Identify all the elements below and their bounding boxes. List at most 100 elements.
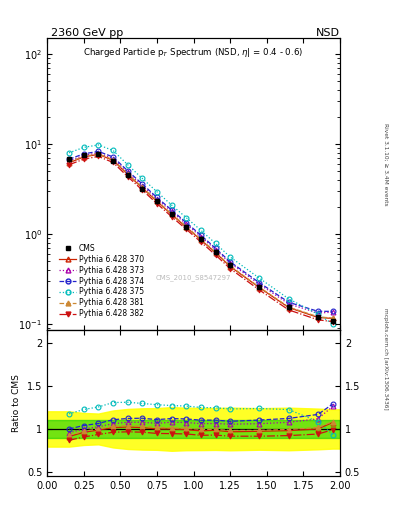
Pythia 6.428 375: [154, 189, 159, 195]
Pythia 6.428 382: [286, 307, 291, 313]
Pythia 6.428 373: [169, 208, 174, 215]
Line: Pythia 6.428 370: Pythia 6.428 370: [67, 152, 335, 321]
Pythia 6.428 374: [198, 232, 203, 238]
Pythia 6.428 382: [316, 317, 320, 323]
Pythia 6.428 370: [169, 211, 174, 218]
Pythia 6.428 370: [198, 237, 203, 243]
Pythia 6.428 370: [154, 199, 159, 205]
Y-axis label: Ratio to CMS: Ratio to CMS: [12, 374, 21, 432]
Pythia 6.428 382: [198, 239, 203, 245]
Pythia 6.428 381: [330, 315, 335, 321]
Pythia 6.428 375: [67, 150, 72, 156]
Pythia 6.428 370: [96, 151, 101, 157]
Pythia 6.428 381: [184, 224, 189, 230]
Pythia 6.428 375: [125, 162, 130, 168]
Pythia 6.428 382: [140, 187, 145, 193]
Pythia 6.428 373: [330, 309, 335, 315]
Pythia 6.428 370: [286, 305, 291, 311]
Pythia 6.428 370: [228, 264, 233, 270]
Pythia 6.428 374: [286, 299, 291, 305]
Pythia 6.428 375: [257, 275, 262, 281]
Pythia 6.428 374: [67, 156, 72, 162]
Text: NSD: NSD: [316, 28, 340, 38]
Pythia 6.428 381: [286, 304, 291, 310]
Pythia 6.428 382: [96, 153, 101, 159]
Legend: CMS, Pythia 6.428 370, Pythia 6.428 373, Pythia 6.428 374, Pythia 6.428 375, Pyt: CMS, Pythia 6.428 370, Pythia 6.428 373,…: [56, 241, 147, 322]
Pythia 6.428 370: [330, 315, 335, 322]
Pythia 6.428 370: [257, 285, 262, 291]
Pythia 6.428 374: [154, 195, 159, 201]
Pythia 6.428 381: [154, 198, 159, 204]
Pythia 6.428 374: [111, 154, 116, 160]
Pythia 6.428 370: [111, 157, 116, 163]
Pythia 6.428 375: [111, 147, 116, 154]
Text: Rivet 3.1.10; ≥ 3.4M events: Rivet 3.1.10; ≥ 3.4M events: [384, 122, 388, 205]
Line: Pythia 6.428 373: Pythia 6.428 373: [67, 151, 335, 315]
Pythia 6.428 375: [213, 241, 218, 247]
Pythia 6.428 381: [228, 263, 233, 269]
Pythia 6.428 381: [213, 249, 218, 255]
Pythia 6.428 373: [81, 152, 86, 158]
Pythia 6.428 381: [96, 151, 101, 157]
Pythia 6.428 381: [67, 159, 72, 165]
Pythia 6.428 375: [198, 227, 203, 233]
Pythia 6.428 382: [213, 252, 218, 258]
Pythia 6.428 373: [140, 183, 145, 189]
Pythia 6.428 382: [154, 201, 159, 207]
Pythia 6.428 373: [67, 158, 72, 164]
Pythia 6.428 370: [140, 185, 145, 191]
Pythia 6.428 375: [330, 321, 335, 327]
Pythia 6.428 373: [111, 156, 116, 162]
Pythia 6.428 374: [228, 259, 233, 265]
Pythia 6.428 373: [154, 196, 159, 202]
Pythia 6.428 374: [96, 148, 101, 155]
Pythia 6.428 382: [125, 174, 130, 180]
Pythia 6.428 375: [96, 142, 101, 148]
Pythia 6.428 373: [184, 221, 189, 227]
Pythia 6.428 375: [316, 311, 320, 317]
Pythia 6.428 370: [67, 160, 72, 166]
Pythia 6.428 381: [316, 314, 320, 320]
Text: CMS_2010_S8547297: CMS_2010_S8547297: [156, 274, 231, 281]
Pythia 6.428 370: [81, 154, 86, 160]
Pythia 6.428 382: [330, 318, 335, 325]
Pythia 6.428 374: [169, 207, 174, 213]
Pythia 6.428 370: [125, 172, 130, 178]
Pythia 6.428 373: [316, 310, 320, 316]
Pythia 6.428 382: [111, 159, 116, 165]
Pythia 6.428 381: [169, 211, 174, 217]
Pythia 6.428 374: [213, 245, 218, 251]
Pythia 6.428 382: [67, 162, 72, 168]
Pythia 6.428 375: [140, 176, 145, 182]
Pythia 6.428 373: [228, 260, 233, 266]
Pythia 6.428 382: [228, 266, 233, 272]
Text: 2360 GeV pp: 2360 GeV pp: [51, 28, 123, 38]
Pythia 6.428 375: [184, 215, 189, 221]
Pythia 6.428 381: [81, 153, 86, 159]
Pythia 6.428 374: [140, 181, 145, 187]
Pythia 6.428 381: [257, 284, 262, 290]
Text: Charged Particle p$_T$ Spectrum (NSD, $\eta|$ = 0.4 - 0.6): Charged Particle p$_T$ Spectrum (NSD, $\…: [83, 46, 304, 59]
Pythia 6.428 381: [198, 236, 203, 242]
Pythia 6.428 370: [184, 224, 189, 230]
Pythia 6.428 382: [81, 156, 86, 162]
Pythia 6.428 374: [330, 308, 335, 314]
Pythia 6.428 375: [169, 202, 174, 208]
Pythia 6.428 370: [316, 314, 320, 321]
Pythia 6.428 374: [125, 168, 130, 174]
Pythia 6.428 381: [140, 184, 145, 190]
Pythia 6.428 373: [96, 150, 101, 156]
Pythia 6.428 382: [184, 226, 189, 232]
Pythia 6.428 373: [125, 169, 130, 176]
Pythia 6.428 381: [111, 157, 116, 163]
Pythia 6.428 382: [169, 214, 174, 220]
Text: mcplots.cern.ch [arXiv:1306.3436]: mcplots.cern.ch [arXiv:1306.3436]: [384, 308, 388, 409]
Pythia 6.428 374: [257, 280, 262, 286]
Pythia 6.428 373: [257, 281, 262, 287]
Line: Pythia 6.428 382: Pythia 6.428 382: [67, 154, 335, 324]
Pythia 6.428 374: [184, 220, 189, 226]
Pythia 6.428 373: [286, 301, 291, 307]
Pythia 6.428 373: [198, 233, 203, 240]
Pythia 6.428 370: [213, 249, 218, 255]
Pythia 6.428 375: [286, 296, 291, 302]
